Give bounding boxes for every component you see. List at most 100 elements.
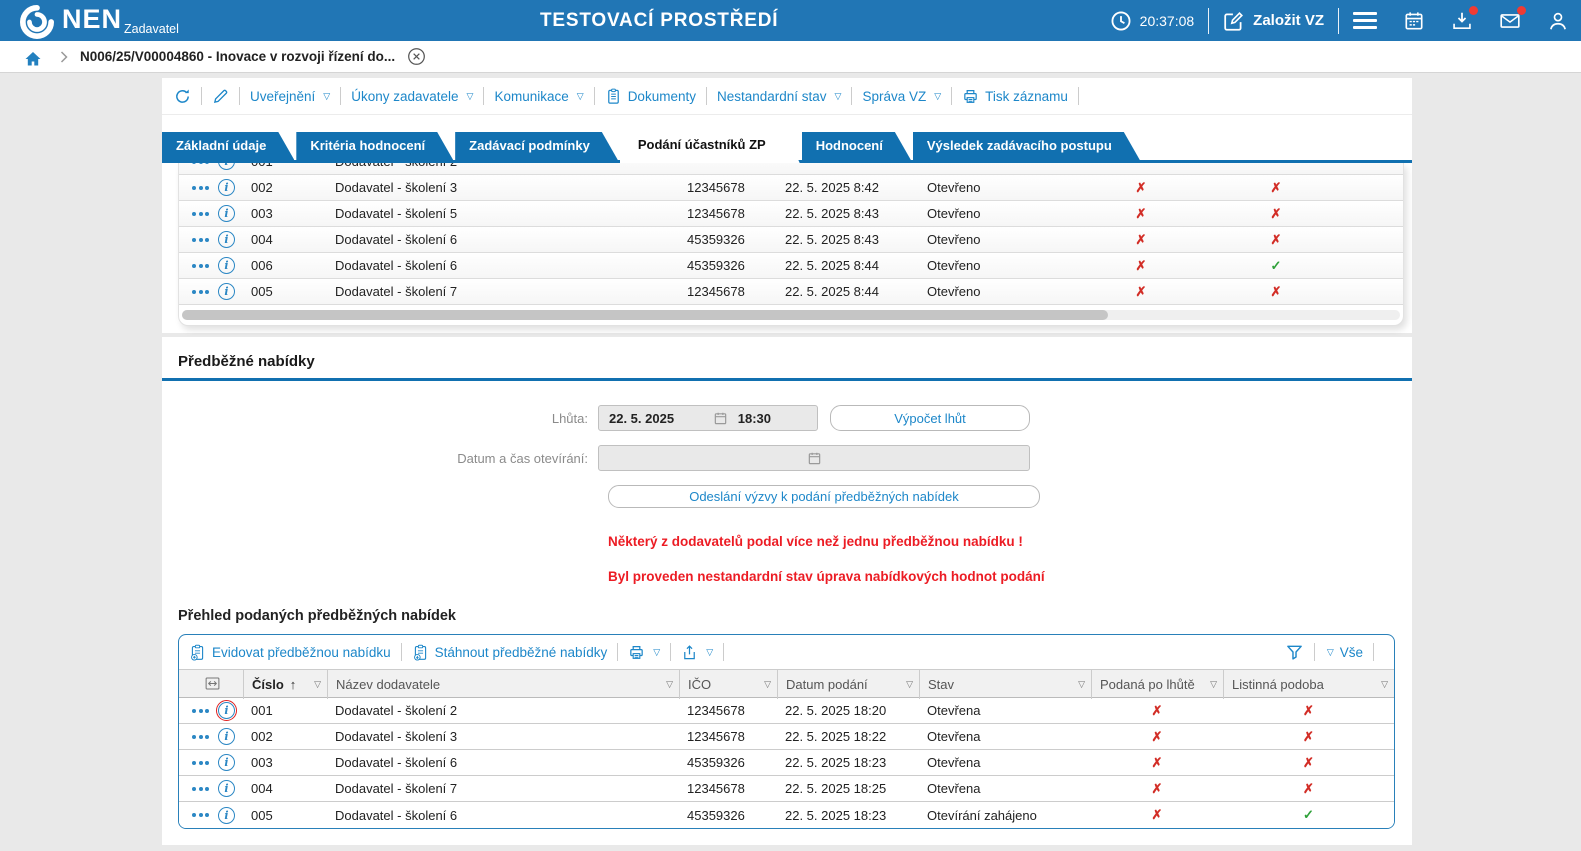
clock-value: 20:37:08 <box>1139 12 1195 29</box>
calendar-small-icon[interactable] <box>713 411 728 426</box>
cell-stav: Otevírání zahájeno <box>927 807 1037 823</box>
toolbar-divider <box>617 643 619 661</box>
row-menu-icon[interactable] <box>192 708 209 713</box>
toolbar-menu-uve-ejn-n[interactable]: Uveřejnění ▽ <box>250 89 330 104</box>
row-menu-icon[interactable] <box>192 786 209 791</box>
tab-pod-n-astn-k-zp[interactable]: Podání účastníků ZP <box>620 126 800 163</box>
cell-datum: 22. 5. 2025 8:43 <box>785 232 879 247</box>
tab-z-kladn-daje[interactable]: Základní údaje <box>162 132 294 160</box>
tab-krit-ria-hodnocen[interactable]: Kritéria hodnocení <box>296 132 453 160</box>
row-menu-icon[interactable] <box>192 211 209 216</box>
download-offers-button[interactable]: Stáhnout předběžné nabídky <box>412 644 607 661</box>
row-info-icon[interactable]: i <box>218 283 235 300</box>
breadcrumb-record[interactable]: N006/25/V00004860 - Inovace v rozvoji ří… <box>80 49 396 64</box>
tab-zad-vac-podm-nky[interactable]: Zadávací podmínky <box>455 132 618 160</box>
calc-deadlines-button[interactable]: Výpočet lhůt <box>830 405 1030 431</box>
filter-caret-icon[interactable]: ▽ <box>906 679 913 689</box>
row-info-icon[interactable]: i <box>218 780 235 797</box>
row-info-icon[interactable]: i <box>215 699 238 722</box>
close-record-icon[interactable] <box>407 47 426 66</box>
row-menu-icon[interactable] <box>192 185 209 190</box>
cell-nazev: Dodavatel - školení 6 <box>335 258 458 273</box>
x-mark-icon: ✗ <box>1303 728 1314 744</box>
row-menu-icon[interactable] <box>192 163 209 164</box>
scrollbar-thumb[interactable] <box>182 310 1108 320</box>
cell-po_lhute: ✗ <box>1091 729 1223 745</box>
filter-caret-icon[interactable]: ▽ <box>764 679 771 689</box>
home-icon[interactable] <box>24 48 42 66</box>
column-header-n-zev-dodavatele[interactable]: Název dodavatele ▽ <box>327 670 679 699</box>
cell-stav: Otevřena <box>927 781 981 796</box>
send-call-button[interactable]: Odeslání výzvy k podání předběžných nabí… <box>608 485 1040 508</box>
row-actions-cell: i <box>179 754 243 771</box>
print-menu-button[interactable]: ▽ <box>628 644 660 661</box>
export-menu-button[interactable]: ▽ <box>681 644 713 661</box>
row-info-icon[interactable]: i <box>218 231 235 248</box>
column-header-i-o[interactable]: IČO ▽ <box>679 670 777 699</box>
row-menu-icon[interactable] <box>192 263 209 268</box>
filter-all-dropdown[interactable]: ▽ Vše <box>1325 645 1363 660</box>
section-underline <box>162 378 1412 381</box>
create-vz-button[interactable]: Založit VZ <box>1223 10 1324 32</box>
row-info-icon[interactable]: i <box>218 728 235 745</box>
toolbar-menu-dokumenty[interactable]: Dokumenty <box>605 88 696 105</box>
calendar-small-icon[interactable] <box>807 451 822 466</box>
row-actions-cell: i <box>179 257 243 274</box>
tab-v-sledek-zad-vac-ho-postupu[interactable]: Výsledek zadávacího postupu <box>913 132 1140 160</box>
row-info-icon[interactable]: i <box>218 754 235 771</box>
toolbar-menu-nestandardn-stav[interactable]: Nestandardní stav ▽ <box>717 89 841 104</box>
toolbar-menu-tisk-z-znamu[interactable]: Tisk záznamu <box>962 88 1068 105</box>
deadline-time-value: 18:30 <box>737 410 771 426</box>
filter-caret-icon[interactable]: ▽ <box>1210 679 1217 689</box>
toolbar-menu-spr-va-vz[interactable]: Správa VZ ▽ <box>862 89 941 104</box>
toolbar-menu-kony-zadavatele[interactable]: Úkony zadavatele ▽ <box>351 89 473 104</box>
row-info-icon[interactable]: i <box>218 163 235 170</box>
x-mark-icon: ✗ <box>1270 179 1282 195</box>
top-bar: NEN Zadavatel TESTOVACÍ PROSTŘEDÍ 20:37:… <box>0 0 1581 41</box>
nen-logo[interactable]: NEN Zadavatel <box>20 2 179 39</box>
row-menu-icon[interactable] <box>192 237 209 242</box>
row-menu-icon[interactable] <box>192 760 209 765</box>
deadline-input[interactable]: 22. 5. 2025 18:30 <box>598 405 818 431</box>
register-offer-button[interactable]: Evidovat předběžnou nabídku <box>189 644 391 661</box>
filter-button[interactable] <box>1285 643 1304 662</box>
section-title: Předběžné nabídky <box>178 353 315 370</box>
row-menu-icon[interactable] <box>192 289 209 294</box>
column-header-datum-pod-n[interactable]: Datum podání ▽ <box>777 670 919 699</box>
menu-hamburger-icon[interactable] <box>1353 12 1377 29</box>
row-info-icon[interactable]: i <box>218 179 235 196</box>
cell-nazev: Dodavatel - školení 6 <box>335 807 458 823</box>
x-mark-icon: ✗ <box>1135 179 1147 195</box>
mail-icon[interactable] <box>1499 5 1526 32</box>
row-info-icon[interactable]: i <box>218 257 235 274</box>
cell-listinna: ✗ <box>1191 284 1361 300</box>
cell-ico: 12345678 <box>687 180 745 195</box>
column-chooser-button[interactable] <box>179 670 243 699</box>
filter-caret-icon[interactable]: ▽ <box>1078 679 1085 689</box>
row-menu-icon[interactable] <box>192 734 209 739</box>
cell-nazev: Dodavatel - školení 2 <box>335 703 458 718</box>
row-menu-icon[interactable] <box>192 813 209 817</box>
user-icon[interactable] <box>1547 10 1569 32</box>
filter-caret-icon[interactable]: ▽ <box>1381 679 1388 689</box>
cell-po_lhute: ✗ <box>1091 284 1191 300</box>
refresh-button[interactable] <box>174 88 191 105</box>
sort-asc-icon: ↑ <box>289 677 297 692</box>
edit-record-button[interactable] <box>212 88 229 105</box>
column-header-podan-po-lh-t[interactable]: Podaná po lhůtě ▽ <box>1091 670 1223 699</box>
inbox-download-icon[interactable] <box>1451 5 1478 32</box>
preliminary-offers-form: Lhůta: 22. 5. 2025 18:30 Výpočet lhůt Da… <box>162 405 1412 584</box>
opening-input[interactable] <box>598 445 1030 471</box>
warning-multiple-offers: Některý z dodavatelů podal více než jedn… <box>608 534 1023 549</box>
calendar-icon[interactable] <box>1403 10 1425 32</box>
filter-caret-icon[interactable]: ▽ <box>666 679 673 689</box>
row-info-icon[interactable]: i <box>218 205 235 222</box>
toolbar-menu-komunikace[interactable]: Komunikace ▽ <box>494 89 583 104</box>
column-header-slo[interactable]: Číslo ↑ ▽ <box>243 670 327 699</box>
tab-hodnocen[interactable]: Hodnocení <box>802 132 911 160</box>
column-header-listinn-podoba[interactable]: Listinná podoba ▽ <box>1223 670 1394 699</box>
column-header-stav[interactable]: Stav ▽ <box>919 670 1091 699</box>
filter-caret-icon[interactable]: ▽ <box>314 679 321 689</box>
row-info-icon[interactable]: i <box>218 806 235 824</box>
